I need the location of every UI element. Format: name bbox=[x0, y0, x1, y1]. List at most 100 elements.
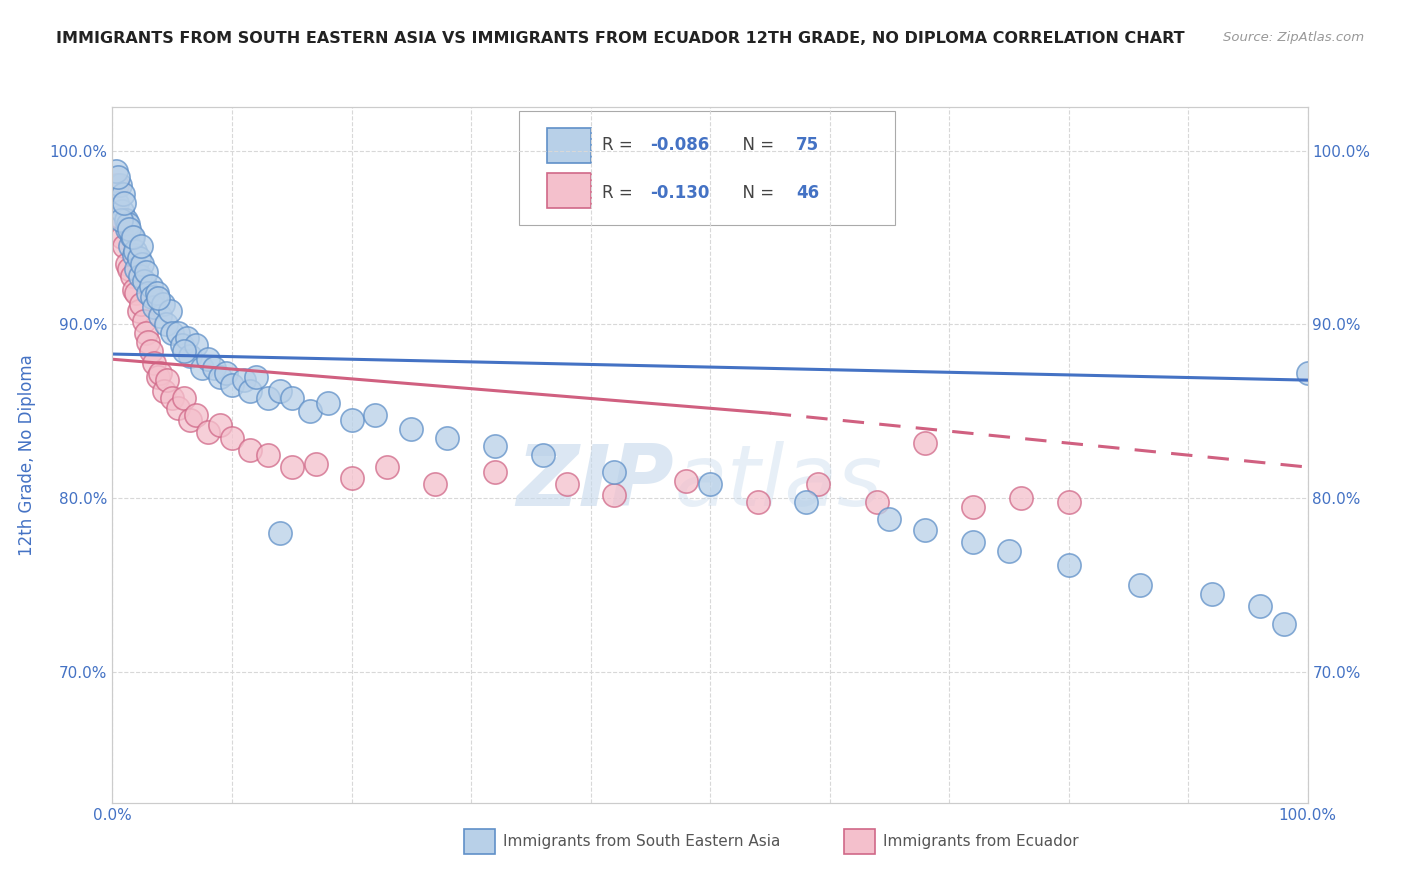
Point bbox=[128, 252, 150, 266]
Point bbox=[132, 274, 155, 288]
Point bbox=[1057, 558, 1080, 572]
Point bbox=[114, 195, 135, 210]
Point bbox=[232, 373, 256, 387]
Point bbox=[699, 477, 721, 491]
Point bbox=[877, 512, 900, 526]
Point bbox=[146, 291, 169, 305]
Point bbox=[111, 230, 134, 244]
Point bbox=[1272, 616, 1295, 631]
Point bbox=[962, 500, 984, 514]
Point bbox=[121, 268, 143, 283]
Point bbox=[149, 309, 172, 323]
Point bbox=[221, 431, 243, 445]
Bar bbox=[547, 128, 591, 162]
Point bbox=[531, 448, 554, 462]
Text: Source: ZipAtlas.com: Source: ZipAtlas.com bbox=[1223, 31, 1364, 45]
Point bbox=[377, 460, 399, 475]
Point bbox=[257, 391, 280, 405]
Point bbox=[603, 488, 626, 502]
Text: R =: R = bbox=[602, 184, 638, 202]
Point bbox=[304, 457, 326, 471]
Text: IMMIGRANTS FROM SOUTH EASTERN ASIA VS IMMIGRANTS FROM ECUADOR 12TH GRADE, NO DIP: IMMIGRANTS FROM SOUTH EASTERN ASIA VS IM… bbox=[56, 31, 1185, 46]
Point bbox=[1010, 491, 1032, 506]
Text: Immigrants from South Eastern Asia: Immigrants from South Eastern Asia bbox=[503, 834, 780, 848]
Point bbox=[1249, 599, 1271, 614]
Point bbox=[105, 164, 128, 178]
Point bbox=[129, 268, 152, 283]
Text: Immigrants from Ecuador: Immigrants from Ecuador bbox=[883, 834, 1078, 848]
Point bbox=[170, 338, 193, 352]
Point bbox=[112, 187, 135, 202]
Point bbox=[118, 261, 141, 276]
Point bbox=[1129, 578, 1152, 592]
Point bbox=[215, 366, 238, 380]
Point bbox=[132, 314, 155, 328]
Bar bbox=[844, 829, 875, 854]
Point bbox=[117, 217, 139, 231]
Point bbox=[135, 265, 157, 279]
Point bbox=[129, 239, 152, 253]
Text: 75: 75 bbox=[796, 136, 820, 154]
Point bbox=[115, 256, 138, 270]
Point bbox=[866, 495, 889, 509]
Point bbox=[167, 326, 190, 340]
Point bbox=[111, 204, 134, 219]
Text: atlas: atlas bbox=[675, 442, 882, 524]
Point bbox=[202, 360, 225, 375]
Point bbox=[316, 395, 339, 409]
Point bbox=[162, 326, 183, 340]
Point bbox=[281, 460, 304, 475]
Point bbox=[340, 470, 363, 484]
Point bbox=[269, 384, 291, 398]
Point bbox=[176, 331, 198, 345]
Point bbox=[436, 431, 458, 445]
FancyBboxPatch shape bbox=[519, 111, 896, 226]
Point bbox=[1201, 587, 1223, 601]
Point bbox=[221, 378, 243, 392]
Point bbox=[269, 526, 291, 541]
Point bbox=[173, 391, 195, 405]
Point bbox=[107, 169, 129, 184]
Point bbox=[110, 213, 132, 227]
Point bbox=[257, 448, 280, 462]
Text: -0.086: -0.086 bbox=[650, 136, 710, 154]
Point bbox=[122, 248, 145, 262]
Point bbox=[401, 422, 423, 436]
Text: 46: 46 bbox=[796, 184, 820, 202]
Point bbox=[108, 210, 131, 224]
Point bbox=[125, 286, 148, 301]
Point bbox=[108, 178, 131, 193]
Point bbox=[129, 296, 152, 310]
Point bbox=[145, 286, 167, 301]
Point bbox=[425, 477, 447, 491]
Point bbox=[914, 523, 936, 537]
Point bbox=[179, 349, 201, 363]
Point bbox=[105, 178, 128, 193]
Point bbox=[156, 373, 179, 387]
Point bbox=[208, 418, 231, 433]
Point bbox=[121, 230, 143, 244]
Point bbox=[131, 256, 153, 270]
Point bbox=[143, 300, 166, 314]
Point bbox=[914, 435, 936, 450]
Point bbox=[138, 286, 160, 301]
Text: R =: R = bbox=[602, 136, 638, 154]
Point bbox=[239, 442, 262, 457]
Text: -0.130: -0.130 bbox=[650, 184, 710, 202]
Point bbox=[173, 343, 195, 358]
Point bbox=[149, 366, 172, 380]
Text: N =: N = bbox=[731, 136, 779, 154]
Point bbox=[118, 222, 141, 236]
Y-axis label: 12th Grade, No Diploma: 12th Grade, No Diploma bbox=[18, 354, 35, 556]
Point bbox=[555, 477, 578, 491]
Point bbox=[484, 466, 506, 480]
Point bbox=[239, 384, 262, 398]
Point bbox=[124, 244, 146, 259]
Point bbox=[281, 391, 304, 405]
Point bbox=[197, 425, 219, 440]
Point bbox=[998, 543, 1021, 558]
Point bbox=[807, 477, 830, 491]
Point bbox=[105, 195, 128, 210]
Text: N =: N = bbox=[731, 184, 779, 202]
Point bbox=[153, 384, 176, 398]
